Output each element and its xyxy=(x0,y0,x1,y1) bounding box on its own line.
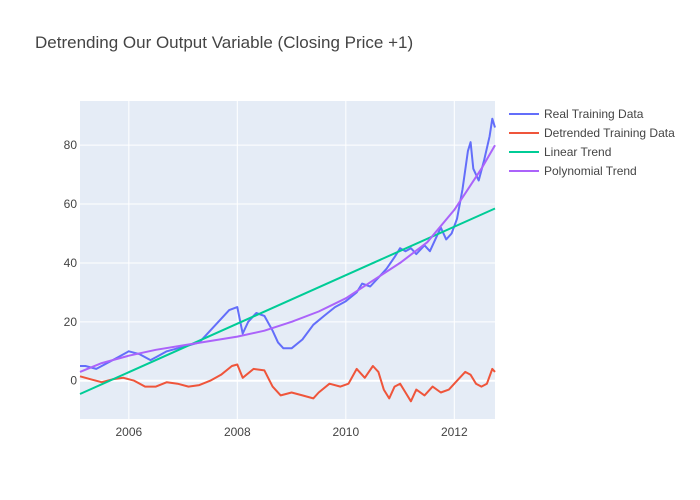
legend-label: Real Training Data xyxy=(544,106,644,121)
legend-label: Detrended Training Data xyxy=(544,125,675,140)
series-line-linear-trend[interactable] xyxy=(79,207,496,395)
legend-swatch xyxy=(509,150,539,153)
x-tick-label: 2006 xyxy=(115,425,142,439)
y-tick-label: 20 xyxy=(64,315,78,329)
series-line-polynomial-trend[interactable] xyxy=(79,144,496,373)
series-lines[interactable] xyxy=(79,117,496,403)
y-tick-label: 60 xyxy=(64,197,78,211)
legend-item-detrended-training-data[interactable]: Detrended Training Data xyxy=(509,123,675,142)
series-line-detrended-training-data[interactable] xyxy=(79,363,496,403)
grid xyxy=(80,101,495,419)
legend-item-polynomial-trend[interactable]: Polynomial Trend xyxy=(509,161,675,180)
legend-label: Polynomial Trend xyxy=(544,163,637,178)
legend[interactable]: Real Training Data Detrended Training Dat… xyxy=(509,104,675,180)
legend-swatch xyxy=(509,169,539,172)
y-tick-label: 40 xyxy=(64,256,78,270)
y-tick-label: 0 xyxy=(70,374,77,388)
y-tick-label: 80 xyxy=(64,138,78,152)
x-tick-label: 2012 xyxy=(441,425,468,439)
legend-swatch xyxy=(509,131,539,134)
chart-title: Detrending Our Output Variable (Closing … xyxy=(35,33,414,52)
series-line-real-training-data[interactable] xyxy=(80,117,496,370)
plot-background xyxy=(80,101,495,419)
x-tick-label: 2008 xyxy=(224,425,251,439)
legend-item-linear-trend[interactable]: Linear Trend xyxy=(509,142,675,161)
x-tick-label: 2010 xyxy=(332,425,359,439)
tick-labels: 0 20 40 60 80 2006 2008 2010 2012 xyxy=(64,138,468,439)
legend-item-real-training-data[interactable]: Real Training Data xyxy=(509,104,675,123)
legend-swatch xyxy=(509,112,539,115)
legend-label: Linear Trend xyxy=(544,144,612,159)
